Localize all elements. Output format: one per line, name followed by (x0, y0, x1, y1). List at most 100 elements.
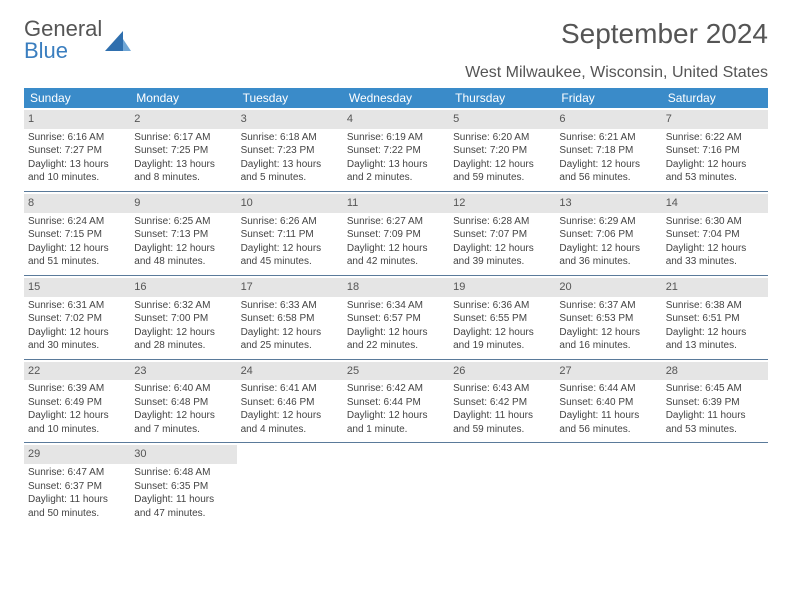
sunrise-text: Sunrise: 6:42 AM (347, 382, 445, 396)
day-number: 14 (662, 194, 768, 213)
weekday-header-cell: Friday (555, 88, 661, 108)
day-cell: 4Sunrise: 6:19 AMSunset: 7:22 PMDaylight… (343, 108, 449, 191)
sunrise-text: Sunrise: 6:34 AM (347, 299, 445, 313)
sunset-text: Sunset: 6:53 PM (559, 312, 657, 326)
day-cell: 21Sunrise: 6:38 AMSunset: 6:51 PMDayligh… (662, 276, 768, 359)
day-cell: 12Sunrise: 6:28 AMSunset: 7:07 PMDayligh… (449, 192, 555, 275)
day-cell: 10Sunrise: 6:26 AMSunset: 7:11 PMDayligh… (237, 192, 343, 275)
sunset-text: Sunset: 7:23 PM (241, 144, 339, 158)
day-cell: 19Sunrise: 6:36 AMSunset: 6:55 PMDayligh… (449, 276, 555, 359)
sunset-text: Sunset: 6:37 PM (28, 480, 126, 494)
daylight-text: Daylight: 12 hours and 16 minutes. (559, 326, 657, 353)
weekday-header-cell: Sunday (24, 88, 130, 108)
day-number: 8 (24, 194, 130, 213)
daylight-text: Daylight: 11 hours and 59 minutes. (453, 409, 551, 436)
daylight-text: Daylight: 12 hours and 33 minutes. (666, 242, 764, 269)
weekday-header-cell: Saturday (662, 88, 768, 108)
sunset-text: Sunset: 7:25 PM (134, 144, 232, 158)
day-cell: 17Sunrise: 6:33 AMSunset: 6:58 PMDayligh… (237, 276, 343, 359)
day-number: 17 (237, 278, 343, 297)
sunrise-text: Sunrise: 6:45 AM (666, 382, 764, 396)
day-cell: 18Sunrise: 6:34 AMSunset: 6:57 PMDayligh… (343, 276, 449, 359)
day-cell: 7Sunrise: 6:22 AMSunset: 7:16 PMDaylight… (662, 108, 768, 191)
daylight-text: Daylight: 12 hours and 1 minute. (347, 409, 445, 436)
sunset-text: Sunset: 7:07 PM (453, 228, 551, 242)
day-cell (343, 443, 449, 526)
daylight-text: Daylight: 13 hours and 8 minutes. (134, 158, 232, 185)
day-number: 16 (130, 278, 236, 297)
day-number: 12 (449, 194, 555, 213)
day-number: 25 (343, 362, 449, 381)
daylight-text: Daylight: 13 hours and 5 minutes. (241, 158, 339, 185)
day-cell: 15Sunrise: 6:31 AMSunset: 7:02 PMDayligh… (24, 276, 130, 359)
day-cell: 24Sunrise: 6:41 AMSunset: 6:46 PMDayligh… (237, 360, 343, 443)
sunrise-text: Sunrise: 6:36 AM (453, 299, 551, 313)
sunrise-text: Sunrise: 6:22 AM (666, 131, 764, 145)
day-cell (662, 443, 768, 526)
sunrise-text: Sunrise: 6:37 AM (559, 299, 657, 313)
sunrise-text: Sunrise: 6:41 AM (241, 382, 339, 396)
sunset-text: Sunset: 7:16 PM (666, 144, 764, 158)
day-cell: 2Sunrise: 6:17 AMSunset: 7:25 PMDaylight… (130, 108, 236, 191)
sunrise-text: Sunrise: 6:20 AM (453, 131, 551, 145)
day-cell: 22Sunrise: 6:39 AMSunset: 6:49 PMDayligh… (24, 360, 130, 443)
day-cell: 26Sunrise: 6:43 AMSunset: 6:42 PMDayligh… (449, 360, 555, 443)
weekday-header-row: SundayMondayTuesdayWednesdayThursdayFrid… (24, 88, 768, 108)
day-number: 13 (555, 194, 661, 213)
sunset-text: Sunset: 6:44 PM (347, 396, 445, 410)
day-cell: 13Sunrise: 6:29 AMSunset: 7:06 PMDayligh… (555, 192, 661, 275)
sunset-text: Sunset: 7:22 PM (347, 144, 445, 158)
day-number: 5 (449, 110, 555, 129)
sunset-text: Sunset: 6:55 PM (453, 312, 551, 326)
calendar: SundayMondayTuesdayWednesdayThursdayFrid… (24, 88, 768, 526)
day-cell: 1Sunrise: 6:16 AMSunset: 7:27 PMDaylight… (24, 108, 130, 191)
day-number: 7 (662, 110, 768, 129)
sunrise-text: Sunrise: 6:43 AM (453, 382, 551, 396)
day-cell: 27Sunrise: 6:44 AMSunset: 6:40 PMDayligh… (555, 360, 661, 443)
sunrise-text: Sunrise: 6:29 AM (559, 215, 657, 229)
sunrise-text: Sunrise: 6:17 AM (134, 131, 232, 145)
day-number: 6 (555, 110, 661, 129)
day-number: 26 (449, 362, 555, 381)
location-text: West Milwaukee, Wisconsin, United States (24, 64, 768, 82)
brand-text: General Blue (24, 18, 102, 62)
sunset-text: Sunset: 6:35 PM (134, 480, 232, 494)
day-number: 22 (24, 362, 130, 381)
sunset-text: Sunset: 6:48 PM (134, 396, 232, 410)
sunset-text: Sunset: 7:06 PM (559, 228, 657, 242)
page: General Blue September 2024 West Milwauk… (0, 0, 792, 544)
page-title: September 2024 (561, 18, 768, 50)
day-cell (555, 443, 661, 526)
day-number: 1 (24, 110, 130, 129)
day-number: 15 (24, 278, 130, 297)
daylight-text: Daylight: 12 hours and 7 minutes. (134, 409, 232, 436)
day-number: 30 (130, 445, 236, 464)
sunrise-text: Sunrise: 6:30 AM (666, 215, 764, 229)
sunset-text: Sunset: 6:39 PM (666, 396, 764, 410)
daylight-text: Daylight: 12 hours and 45 minutes. (241, 242, 339, 269)
day-cell: 9Sunrise: 6:25 AMSunset: 7:13 PMDaylight… (130, 192, 236, 275)
day-number: 21 (662, 278, 768, 297)
header-row: General Blue September 2024 (24, 18, 768, 62)
day-cell: 5Sunrise: 6:20 AMSunset: 7:20 PMDaylight… (449, 108, 555, 191)
day-cell: 14Sunrise: 6:30 AMSunset: 7:04 PMDayligh… (662, 192, 768, 275)
sunset-text: Sunset: 7:18 PM (559, 144, 657, 158)
week-row: 29Sunrise: 6:47 AMSunset: 6:37 PMDayligh… (24, 443, 768, 526)
week-row: 22Sunrise: 6:39 AMSunset: 6:49 PMDayligh… (24, 360, 768, 444)
sunrise-text: Sunrise: 6:18 AM (241, 131, 339, 145)
brand-word2: Blue (24, 38, 68, 63)
sunrise-text: Sunrise: 6:27 AM (347, 215, 445, 229)
sunset-text: Sunset: 6:49 PM (28, 396, 126, 410)
sunset-text: Sunset: 7:27 PM (28, 144, 126, 158)
daylight-text: Daylight: 12 hours and 25 minutes. (241, 326, 339, 353)
sunrise-text: Sunrise: 6:47 AM (28, 466, 126, 480)
daylight-text: Daylight: 12 hours and 48 minutes. (134, 242, 232, 269)
brand-sail-icon (105, 29, 131, 51)
week-row: 8Sunrise: 6:24 AMSunset: 7:15 PMDaylight… (24, 192, 768, 276)
day-cell: 29Sunrise: 6:47 AMSunset: 6:37 PMDayligh… (24, 443, 130, 526)
day-cell (449, 443, 555, 526)
sunrise-text: Sunrise: 6:25 AM (134, 215, 232, 229)
sunrise-text: Sunrise: 6:19 AM (347, 131, 445, 145)
day-cell: 25Sunrise: 6:42 AMSunset: 6:44 PMDayligh… (343, 360, 449, 443)
week-row: 15Sunrise: 6:31 AMSunset: 7:02 PMDayligh… (24, 276, 768, 360)
